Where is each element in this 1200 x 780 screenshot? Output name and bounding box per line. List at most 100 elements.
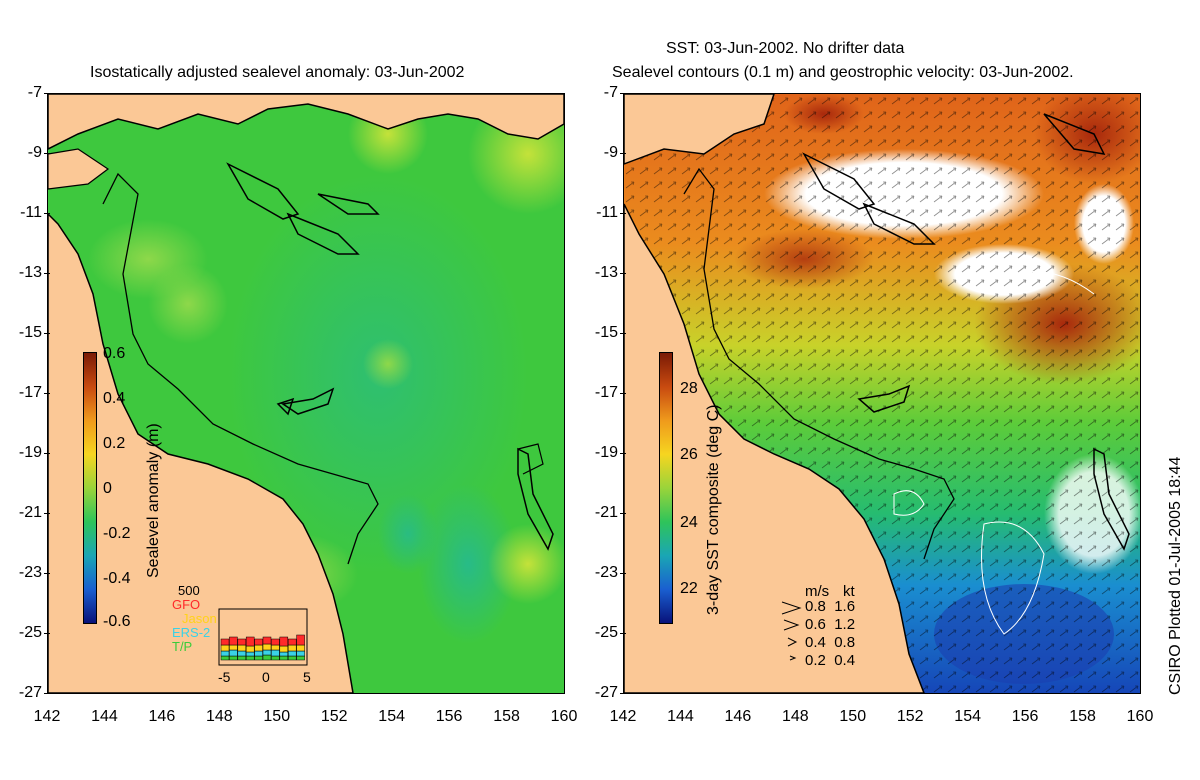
velocity-legend-arrows (781, 601, 802, 661)
histogram-bar (296, 634, 305, 646)
lat-label: -15 (594, 324, 618, 341)
lat-label: -7 (603, 84, 618, 101)
satellite-histogram (218, 608, 308, 666)
lon-label: 156 (435, 708, 463, 725)
histogram-bar (287, 644, 297, 652)
histogram-bar (287, 655, 297, 661)
lat-tick (620, 273, 626, 274)
histogram-bar (254, 650, 263, 657)
sst-map (623, 93, 1141, 694)
lat-label: -23 (18, 564, 42, 581)
histogram-bar (237, 655, 247, 661)
sealevel-colorbar-title: Sealevel anomaly (m) (145, 423, 162, 578)
lat-label: -7 (27, 84, 42, 101)
lat-label: -25 (594, 624, 618, 641)
satellite-label: Jason (182, 611, 217, 626)
inset-xtick: 5 (303, 669, 311, 685)
lat-label: -27 (594, 684, 618, 701)
histogram-bar (229, 649, 238, 657)
sealevel-colorbar-tick: 0.4 (103, 390, 126, 407)
velocity-legend-header-kt: kt (843, 583, 855, 600)
histogram-bar (296, 655, 305, 661)
histogram-bar (237, 644, 247, 652)
lon-label: 144 (91, 708, 118, 725)
sst-colorbar-title: 3-day SST composite (deg C) (705, 404, 722, 615)
histogram-bar (220, 644, 230, 652)
lat-label: -17 (18, 384, 42, 401)
lat-label: -19 (18, 444, 42, 461)
histogram-bar (237, 638, 247, 646)
lon-label: 148 (205, 708, 233, 725)
lat-tick (44, 453, 50, 454)
credit-label: CSIRO Plotted 01-Jul-2005 18:44 (1167, 456, 1184, 695)
satellite-label: ERS-2 (172, 625, 211, 640)
inset-xtick: -5 (218, 669, 231, 685)
sealevel-colorbar (83, 352, 97, 624)
lat-tick (620, 333, 626, 334)
histogram-bar (287, 638, 297, 646)
lat-label: -9 (27, 144, 42, 161)
velocity-legend-row: 0.4 0.8 (805, 634, 856, 651)
sealevel-colorbar-tick: -0.2 (103, 525, 131, 542)
histogram-bar (245, 651, 255, 657)
png-landmass (48, 94, 564, 150)
histogram-bar (237, 650, 247, 657)
lat-label: -15 (18, 324, 42, 341)
lat-tick (620, 573, 626, 574)
lat-label: -21 (594, 504, 618, 521)
histogram-bar (287, 650, 297, 657)
sealevel-anomaly-map (47, 93, 565, 694)
sealevel-colorbar-tick: 0.2 (103, 435, 126, 452)
histogram-bar (262, 654, 272, 661)
histogram-bar (262, 636, 272, 645)
lon-label: 158 (1069, 708, 1096, 725)
lat-label: -11 (596, 204, 618, 221)
lat-label: -11 (20, 204, 42, 221)
lat-tick (620, 153, 626, 154)
lat-tick (44, 153, 50, 154)
histogram-bar (296, 644, 305, 652)
australia-landmass (624, 203, 925, 693)
lat-label: -27 (18, 684, 42, 701)
lat-tick (44, 213, 50, 214)
lon-label: 152 (320, 708, 348, 725)
lat-tick (44, 513, 50, 514)
satellite-label: T/P (172, 639, 193, 654)
inset-count-label: 500 (178, 583, 200, 598)
satellite-label: GFO (172, 597, 201, 612)
right-map-title-line1: SST: 03-Jun-2002. No drifter data (666, 40, 905, 57)
histogram-bar (245, 655, 255, 661)
histogram-bar (254, 655, 263, 661)
velocity-legend-row: 0.2 0.4 (805, 652, 856, 669)
left-map-title: Isostatically adjusted sealevel anomaly:… (90, 64, 465, 81)
histogram-bar (229, 644, 238, 651)
lon-label: 146 (724, 708, 752, 725)
lat-tick (44, 633, 50, 634)
histogram-bar (262, 649, 272, 656)
sealevel-colorbar-tick: 0 (103, 480, 112, 497)
lat-label: -19 (594, 444, 618, 461)
lon-label: 152 (896, 708, 924, 725)
sealevel-colorbar-tick: 0.6 (103, 345, 126, 362)
histogram-bar (229, 655, 238, 661)
sealevel-anomaly-map-canvas (48, 94, 564, 693)
lat-label: -25 (18, 624, 42, 641)
lat-tick (620, 393, 626, 394)
lon-label: 160 (550, 708, 578, 725)
lat-label: -17 (594, 384, 618, 401)
lon-label: 150 (263, 708, 291, 725)
lat-tick (620, 513, 626, 514)
lat-tick (620, 633, 626, 634)
inset-xtick: 0 (262, 669, 270, 685)
lon-label: 144 (667, 708, 694, 725)
lon-label: 156 (1011, 708, 1039, 725)
lon-label: 146 (148, 708, 176, 725)
sst-colorbar-tick: 28 (680, 380, 698, 397)
sst-map-canvas (624, 94, 1140, 693)
lat-label: -13 (594, 264, 618, 281)
png-landmass (624, 94, 775, 165)
right-map-title-line2: Sealevel contours (0.1 m) and geostrophi… (612, 64, 1074, 81)
sst-colorbar-tick: 26 (680, 446, 698, 463)
lon-label: 160 (1126, 708, 1154, 725)
histogram-bar (279, 645, 289, 653)
